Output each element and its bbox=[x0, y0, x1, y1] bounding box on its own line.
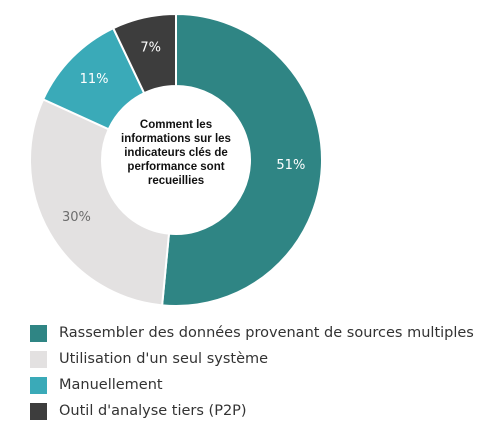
slice-value-label: 30% bbox=[62, 210, 91, 225]
legend-swatch bbox=[30, 402, 47, 420]
donut-value-labels: 51% 30% 11% 7% bbox=[62, 40, 305, 225]
legend-label: Utilisation d'un seul système bbox=[59, 351, 269, 367]
legend-label: Rassembler des données provenant de sour… bbox=[59, 325, 474, 341]
chart-title: Comment les informations sur les indicat… bbox=[121, 119, 231, 187]
legend-swatch bbox=[30, 376, 47, 394]
legend-swatch bbox=[30, 324, 47, 342]
legend-item-seul-systeme: Utilisation d'un seul système bbox=[30, 347, 470, 371]
chart-legend: Rassembler des données provenant de sour… bbox=[30, 321, 474, 425]
slice-seul-systeme bbox=[29, 98, 171, 307]
donut-chart: 51% 30% 11% 7% bbox=[29, 12, 323, 307]
slice-value-label: 7% bbox=[140, 40, 161, 55]
legend-item-outil-tiers: Outil d'analyse tiers (P2P) bbox=[30, 399, 470, 423]
slice-value-label: 51% bbox=[276, 158, 305, 173]
legend-item-manuellement: Manuellement bbox=[30, 373, 470, 397]
legend-label: Outil d'analyse tiers (P2P) bbox=[59, 403, 247, 419]
slice-value-label: 11% bbox=[80, 72, 109, 87]
legend-label: Manuellement bbox=[59, 377, 163, 393]
slice-sources-multiples bbox=[161, 12, 323, 307]
slice-outil-tiers bbox=[111, 12, 177, 95]
legend-item-sources-multiples: Rassembler des données provenant de sour… bbox=[30, 321, 474, 345]
donut-slices bbox=[29, 12, 323, 307]
legend-swatch bbox=[30, 350, 47, 368]
